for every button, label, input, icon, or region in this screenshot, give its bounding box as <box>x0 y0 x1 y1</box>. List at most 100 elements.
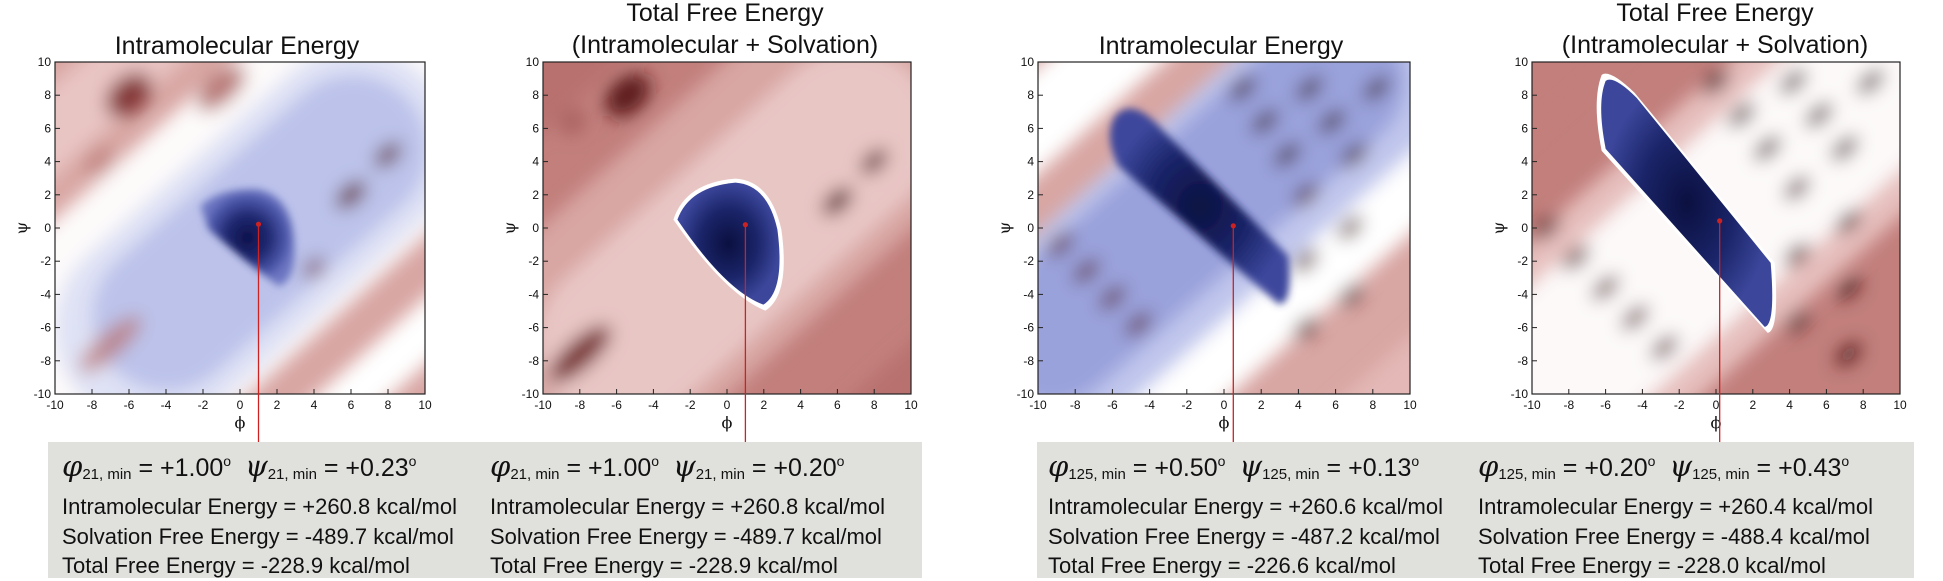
phi-symbol: φ <box>1048 449 1069 483</box>
x-tick-label: -4 <box>161 398 172 412</box>
x-tick-label: 4 <box>311 398 318 412</box>
x-tick-label: 8 <box>1860 398 1867 412</box>
total-free-energy: Total Free Energy = -226.6 kcal/mol <box>1048 553 1396 578</box>
x-tick-label: -8 <box>1070 398 1081 412</box>
solvation-energy: Solvation Free Energy = -489.7 kcal/mol <box>62 523 454 549</box>
intramolecular-energy: Intramolecular Energy = +260.8 kcal/mol <box>490 494 885 519</box>
x-tick-label: 2 <box>1749 398 1756 412</box>
energy-peak <box>1073 259 1100 284</box>
total-free-energy: Total Free Energy = -228.0 kcal/mol <box>1478 553 1826 578</box>
x-tick-label: 0 <box>1221 398 1228 412</box>
x-axis-label: ϕ <box>1219 413 1230 432</box>
x-tick-label: 8 <box>871 398 878 412</box>
energy-peak <box>1319 109 1345 134</box>
panel-3: -10 -8 -6 -4 -2 0 2 4 6 8 10 10 8 6 4 2 0 -2 -4 -6 -8 -10 ϕ ψ <box>995 55 1417 442</box>
y-tick-label: 2 <box>1521 188 1528 202</box>
psi-degree: o <box>836 453 845 469</box>
y-tick-label: 0 <box>44 221 51 235</box>
energy-peak <box>1229 76 1256 101</box>
x-tick-label: -2 <box>198 398 209 412</box>
energy-peak <box>1296 76 1323 101</box>
total-free-energy: Total Free Energy = -228.9 kcal/mol <box>490 553 838 578</box>
energy-peak <box>1651 335 1678 360</box>
y-tick-label: 4 <box>1521 155 1528 169</box>
phi-symbol: φ <box>490 449 511 483</box>
panel-4: -10 -8 -6 -4 -2 0 2 4 6 8 10 10 8 6 4 2 0 -2 -4 -6 -8 -10 ϕ ψ <box>1489 55 1907 442</box>
x-tick-label: 0 <box>1713 398 1720 412</box>
minimum-marker <box>742 222 749 228</box>
y-tick-label: -2 <box>40 254 51 268</box>
phi-value: = +1.00 <box>131 454 224 482</box>
y-tick-label: -6 <box>1023 321 1034 335</box>
energy-band <box>713 210 911 394</box>
x-tick-label: 10 <box>418 398 432 412</box>
panel-1: -10 -8 -6 -4 -2 0 2 4 6 8 10 10 8 6 4 2 0 -2 -4 -6 -8 -10 ϕ ψ <box>12 55 432 442</box>
x-tick-label: 2 <box>1258 398 1265 412</box>
energy-well <box>1601 79 1773 327</box>
energy-peak <box>1341 143 1368 167</box>
psi-symbol: ψ <box>1239 449 1263 483</box>
energy-peak <box>1293 316 1318 339</box>
energy-band <box>543 62 751 256</box>
panel-4-title: Total Free Energy (Intramolecular + Solv… <box>1530 0 1900 61</box>
y-tick-label: 2 <box>1027 188 1034 202</box>
psi-degree: o <box>1841 453 1850 469</box>
energy-peak <box>548 325 611 383</box>
minimum-marker <box>255 221 262 227</box>
phi-degree: o <box>1217 453 1226 469</box>
psi-symbol: ψ <box>672 449 696 483</box>
psi-value: = +0.23 <box>316 454 409 482</box>
x-tick-label: 0 <box>237 398 244 412</box>
x-tick-label: -10 <box>46 398 64 412</box>
y-axis-label: ψ <box>995 222 1014 235</box>
phi-degree: o <box>1647 453 1656 469</box>
energy-peak <box>1754 136 1781 161</box>
psi-symbol: ψ <box>244 449 268 483</box>
energy-peak <box>1784 243 1810 266</box>
energy-peak <box>79 316 142 373</box>
energy-well <box>1109 108 1290 304</box>
panel-3-title: Intramolecular Energy <box>1098 32 1344 60</box>
psi-symbol: ψ <box>1669 449 1693 483</box>
x-tick-label: 8 <box>385 398 392 412</box>
solvation-energy: Solvation Free Energy = -487.2 kcal/mol <box>1048 523 1440 549</box>
x-axis-label: ϕ <box>235 413 246 432</box>
energy-band <box>1038 62 1279 275</box>
x-tick-label: -10 <box>534 398 552 412</box>
energy-well <box>677 182 780 305</box>
y-axis-label: ψ <box>500 222 519 235</box>
energy-peak <box>374 142 402 168</box>
y-tick-label: 8 <box>44 88 51 102</box>
x-axis-label: ϕ <box>722 413 733 432</box>
energy-peak <box>1274 143 1301 167</box>
x-tick-label: -10 <box>1523 398 1541 412</box>
y-tick-label: 10 <box>1515 55 1529 69</box>
y-tick-label: -4 <box>1517 287 1528 301</box>
y-tick-label: -2 <box>528 254 539 268</box>
x-tick-label: -10 <box>1029 398 1047 412</box>
y-tick-label: 0 <box>1521 221 1528 235</box>
psi-subscript: 21, min <box>267 466 317 483</box>
y-tick-label: -8 <box>1023 354 1034 368</box>
y-tick-label: -8 <box>528 354 539 368</box>
y-axis-label: ψ <box>12 222 31 235</box>
energy-map-3 <box>1038 62 1410 394</box>
psi-value: = +0.43 <box>1749 454 1842 482</box>
phi-subscript: 21, min <box>82 466 132 483</box>
x-tick-label: 6 <box>1823 398 1830 412</box>
minimum-angles: φ21, min = +1.00o ψ21, min = +0.23o <box>62 444 457 492</box>
y-tick-label: -8 <box>1517 354 1528 368</box>
x-tick-label: 6 <box>1332 398 1339 412</box>
x-tick-label: 6 <box>834 398 841 412</box>
energy-peak <box>1047 232 1074 257</box>
energy-peak <box>197 65 246 112</box>
y-tick-label: -4 <box>40 287 51 301</box>
energy-peak <box>1252 109 1278 134</box>
energy-map-2 <box>543 62 911 394</box>
energy-well <box>200 189 295 287</box>
energy-peak <box>861 149 888 174</box>
y-tick-label: -2 <box>1517 254 1528 268</box>
solvation-energy: Solvation Free Energy = -489.7 kcal/mol <box>490 523 882 549</box>
x-tick-label: -4 <box>648 398 659 412</box>
panel-4-title-line-2: (Intramolecular + Solvation) <box>1561 31 1869 59</box>
